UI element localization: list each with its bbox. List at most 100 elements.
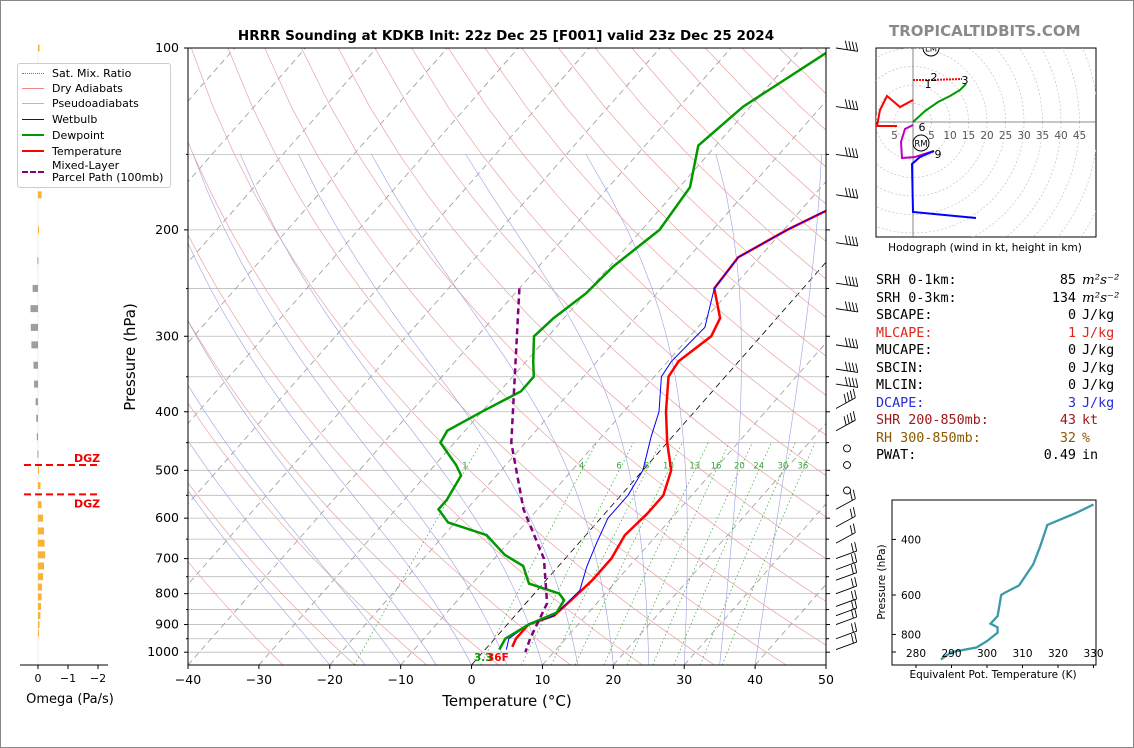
hodograph-content: 5 5 10 15 20 25 30 35 40 45 LM RM 12 3 6 9	[876, 48, 1096, 237]
omega-bar	[38, 602, 41, 610]
wind-barb-flag	[844, 376, 848, 386]
dry-adiabat-line	[374, 48, 826, 518]
legend-item: Temperature	[22, 144, 122, 158]
param-label: RH 300-850mb:	[876, 430, 981, 446]
param-value: 85	[1059, 273, 1076, 288]
omega-bar	[38, 527, 44, 535]
hodograph-panel: 5 5 10 15 20 25 30 35 40 45 LM RM 12 3 6 9 Hodograph (wi…	[875, 47, 1097, 254]
wind-barb-flag	[854, 563, 858, 573]
x-tick-label: 0	[468, 672, 476, 687]
pseudoadiabat-line	[192, 154, 508, 665]
dry-adiabat-line	[188, 140, 643, 665]
x-tick-label: 10	[534, 672, 550, 687]
y-tick-label: 200	[155, 222, 179, 237]
hodograph-height-label: 1	[925, 78, 932, 91]
omega-bar	[37, 257, 39, 265]
param-unit: J/kg	[1082, 308, 1115, 323]
wind-barb-flag	[844, 187, 848, 197]
y-tick-label: 500	[155, 462, 179, 477]
wind-barb-flag	[850, 623, 854, 633]
mixing-ratio-line	[603, 442, 709, 665]
pseudoadiabat-line	[188, 320, 437, 665]
mixing-ratio-line	[353, 442, 482, 665]
x-tick-label: 40	[747, 672, 763, 687]
mixing-ratio-label: 1	[462, 461, 467, 471]
dry-adiabat-line	[190, 48, 715, 665]
pseudoadiabat-line	[585, 154, 688, 665]
wind-barb-flag	[848, 338, 852, 348]
wind-barbs	[835, 40, 859, 650]
x-tick-label: −40	[175, 672, 201, 687]
param-label: SRH 0-1km:	[876, 273, 957, 288]
param-unit: in	[1082, 448, 1099, 463]
dry-adiabat-line	[484, 48, 826, 396]
param-unit: kt	[1082, 413, 1099, 428]
mixing-ratio-label: 10	[663, 461, 674, 471]
parameters-table: SRH 0-1km: 85 m²s⁻² SRH 0-3km: 134 m²s⁻² SBCAP…	[876, 272, 1119, 465]
param-label: PWAT:	[876, 448, 917, 463]
param-unit: J/kg	[1082, 378, 1115, 393]
wind-barb-shaft	[835, 585, 857, 595]
mixing-ratio-line	[550, 442, 662, 665]
wind-barb-flag	[846, 392, 850, 402]
dry-adiabat-line	[301, 48, 826, 602]
pseudoadiabat-line	[240, 154, 543, 665]
x-tick-label: 30	[676, 672, 692, 687]
param-value: 134	[1051, 290, 1076, 306]
wind-barb-flag	[854, 599, 858, 609]
wind-barb-flag	[851, 148, 855, 158]
legend-swatch	[22, 72, 44, 74]
mixing-ratio-label: 20	[734, 461, 745, 471]
wind-barb-flag	[854, 589, 858, 600]
param-value: 0	[1067, 360, 1076, 376]
skewt-series	[436, 51, 826, 653]
param-row: DCAPE: 3 J/kg	[876, 395, 1119, 413]
pseudoadiabat-line	[188, 242, 472, 665]
legend-label: Sat. Mix. Ratio	[52, 66, 132, 80]
wind-barb-flag	[849, 390, 853, 400]
param-value: 1	[1067, 325, 1076, 341]
hodograph-trace	[876, 94, 914, 127]
wind-barb-flag	[851, 377, 855, 387]
wind-barb-flag	[851, 236, 855, 246]
param-label: SHR 200-850mb:	[876, 413, 989, 428]
param-row: MUCAPE: 0 J/kg	[876, 342, 1119, 360]
x-tick-label: −20	[317, 672, 343, 687]
theta-x-tick-label: 290	[941, 648, 961, 660]
pseudoadiabat-line	[754, 154, 822, 665]
hodograph-ring-label: 30	[1017, 130, 1030, 142]
legend-label: Dry Adiabats	[52, 81, 123, 95]
wind-barb-flag	[855, 363, 859, 373]
wind-barb-flag	[850, 578, 854, 588]
wind-barb-flag	[846, 414, 850, 424]
legend-swatch	[22, 118, 44, 120]
param-unit: %	[1082, 430, 1091, 446]
wind-barb-flag	[849, 491, 853, 501]
wind-barb-flag	[843, 416, 847, 426]
wind-barb-calm	[843, 461, 851, 469]
wind-barb-calm	[843, 444, 851, 453]
wind-barb-shaft	[835, 498, 856, 510]
y-axis-label: Pressure (hPa)	[121, 303, 139, 411]
omega-bar	[38, 226, 39, 234]
pseudoadiabat-line	[298, 154, 579, 665]
hodograph-ring-label: 20	[980, 130, 993, 142]
param-unit: J/kg	[1082, 343, 1115, 358]
omega-bar	[38, 583, 42, 591]
hodograph-ring-label: 35	[1036, 130, 1049, 142]
mixing-ratio-line	[521, 442, 634, 665]
param-unit: m²s⁻²	[1082, 290, 1120, 306]
wind-barb-flag	[854, 552, 858, 563]
hodograph-height-label: 3	[962, 74, 969, 87]
dry-adiabat-line	[521, 48, 826, 357]
pseudoadiabat-line	[188, 384, 401, 665]
theta-y-tick-label: 600	[901, 590, 921, 602]
wind-barb-flag	[854, 577, 858, 587]
pseudoadiabat-line	[188, 490, 331, 665]
brand-watermark: TROPICALTIDBITS.COM	[889, 22, 1081, 40]
param-label: MLCIN:	[876, 378, 925, 393]
legend: Sat. Mix. Ratio Dry Adiabats Pseudoadiab…	[17, 63, 171, 188]
hodograph-trace	[899, 124, 935, 160]
omega-bar	[38, 191, 42, 199]
omega-bar	[38, 44, 40, 52]
